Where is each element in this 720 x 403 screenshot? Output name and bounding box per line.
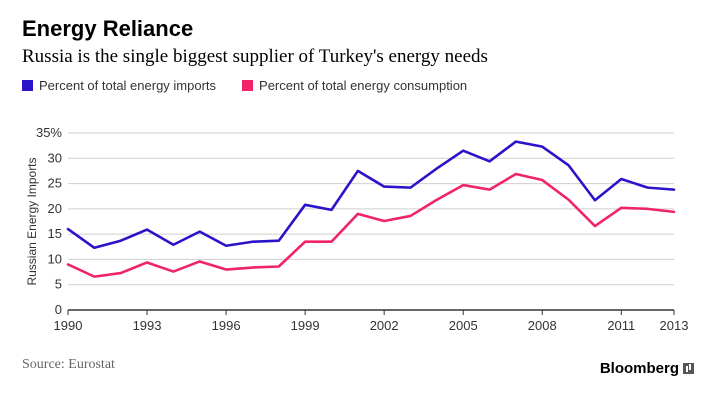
x-tick-label-1990: 1990 — [54, 318, 83, 333]
series-line-consumption — [66, 172, 676, 278]
y-tick-label-20: 20 — [48, 201, 62, 216]
x-tick-label-1996: 1996 — [212, 318, 241, 333]
y-axis-title: Russian Energy Imports — [25, 157, 39, 285]
y-tick-label-35: 35% — [36, 125, 62, 140]
x-tick-label-1993: 1993 — [133, 318, 162, 333]
brand-name: Bloomberg — [599, 360, 679, 377]
source-note: Source: Eurostat — [22, 357, 115, 372]
legend-item-consumption: Percent of total energy consumption — [242, 78, 467, 93]
series-line-imports — [66, 140, 676, 250]
y-tick-label-25: 25 — [48, 176, 62, 191]
x-tick-label-2011: 2011 — [607, 318, 635, 333]
x-tick-label-1999: 1999 — [291, 318, 320, 333]
legend-swatch-imports — [22, 80, 33, 91]
y-tick-label-0: 0 — [55, 302, 62, 317]
legend-swatch-consumption — [242, 80, 254, 91]
x-tick-label-2008: 2008 — [528, 318, 557, 333]
y-tick-label-10: 10 — [48, 251, 62, 266]
x-tick-label-2013: 2013 — [660, 318, 689, 333]
x-tick-label-2005: 2005 — [449, 318, 478, 333]
x-tick-label-2002: 2002 — [370, 318, 399, 333]
y-tick-label-30: 30 — [48, 150, 62, 165]
bloomberg-terminal-icon — [683, 363, 694, 374]
legend-item-imports: Percent of total energy imports — [22, 78, 216, 93]
y-tick-label-15: 15 — [48, 226, 62, 241]
legend: Percent of total energy imports Percent … — [22, 78, 493, 93]
y-tick-label-5: 5 — [55, 277, 62, 292]
chart-subtitle: Russia is the single biggest supplier of… — [22, 46, 488, 67]
brand-logo: Bloomberg — [600, 360, 694, 377]
legend-label-imports: Percent of total energy imports — [39, 78, 217, 93]
chart-title: Energy Reliance — [22, 16, 194, 41]
legend-label-consumption: Percent of total energy consumption — [259, 78, 468, 93]
